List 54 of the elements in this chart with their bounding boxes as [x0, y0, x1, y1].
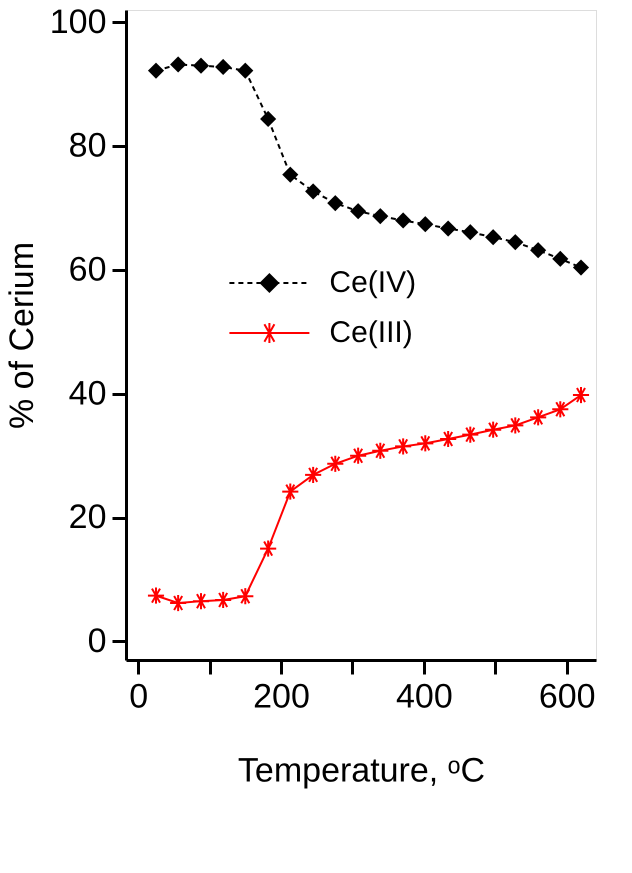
point	[572, 386, 590, 404]
y-axis-title: % of Cerium	[2, 242, 41, 430]
x-tick-label: 0	[129, 678, 148, 716]
point	[439, 430, 458, 448]
point	[552, 250, 568, 267]
y-tick-label: 100	[50, 2, 106, 41]
point	[192, 58, 210, 74]
y-tick-label: 0	[88, 622, 106, 660]
point	[484, 420, 502, 439]
point	[148, 62, 164, 79]
point	[170, 56, 186, 73]
point	[506, 416, 524, 434]
y-tick-label: 80	[68, 126, 106, 165]
point	[440, 220, 456, 237]
point	[371, 442, 390, 460]
point	[214, 590, 232, 610]
point	[572, 259, 590, 276]
x-tick-label: 200	[253, 678, 310, 716]
point	[237, 62, 254, 79]
point	[372, 208, 388, 224]
point	[327, 195, 344, 212]
y-tick-label: 20	[68, 498, 106, 536]
point	[461, 426, 480, 444]
legend-label: Ce(IV)	[329, 266, 416, 299]
point	[146, 586, 166, 605]
point	[282, 166, 298, 183]
x-tick-label: 600	[538, 678, 596, 716]
y-tick-label: 60	[68, 250, 106, 288]
point	[507, 234, 524, 250]
point	[530, 242, 546, 258]
point	[304, 466, 322, 484]
x-tick-label: 400	[396, 678, 453, 716]
point	[236, 587, 254, 606]
point	[215, 58, 232, 76]
point	[416, 434, 434, 452]
point	[417, 216, 434, 232]
point	[349, 446, 368, 465]
point	[259, 540, 278, 558]
point	[529, 408, 548, 426]
point	[281, 482, 300, 501]
point	[326, 454, 344, 473]
y-tick-label: 40	[68, 374, 106, 412]
point	[395, 212, 412, 229]
point	[551, 400, 570, 418]
point	[462, 224, 478, 240]
point	[485, 229, 502, 246]
x-axis-title: Temperature, ᵒC	[238, 752, 486, 790]
point	[305, 183, 322, 200]
point	[169, 594, 188, 612]
point	[260, 110, 276, 128]
point	[192, 592, 210, 610]
point	[394, 437, 412, 456]
point	[350, 203, 366, 220]
legend-label: Ce(III)	[329, 316, 413, 349]
